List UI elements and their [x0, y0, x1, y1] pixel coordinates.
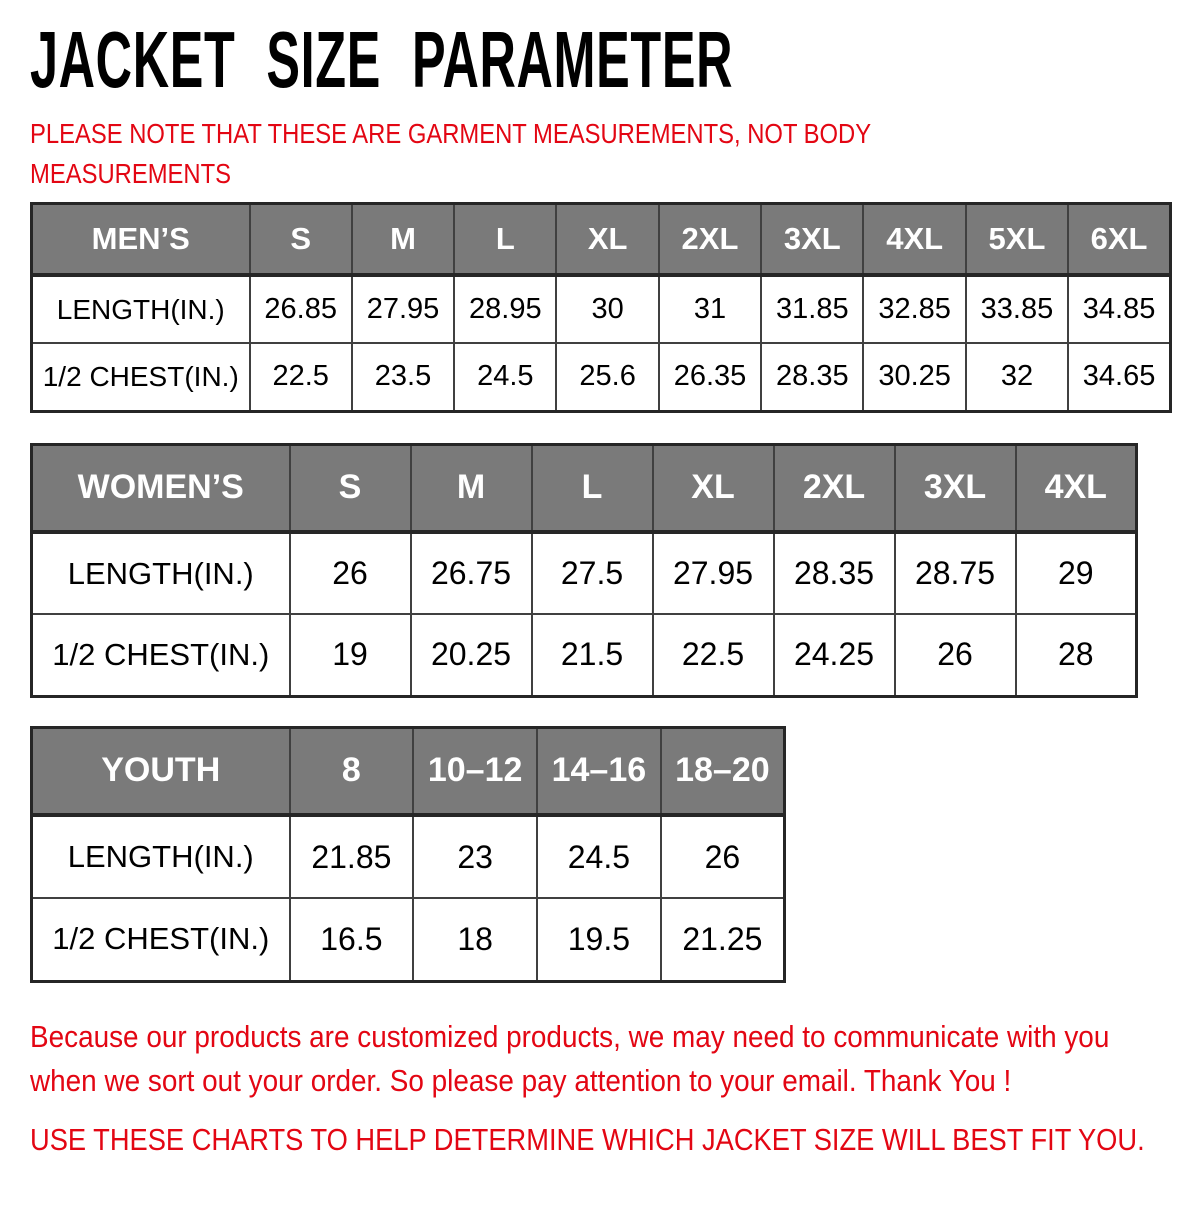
mens-length-row: LENGTH(IN.) 26.85 27.95 28.95 30 31 31.8…: [30, 274, 1172, 344]
womens-size-table: WOMEN’S S M L XL 2XL 3XL 4XL LENGTH(IN.)…: [30, 442, 1138, 698]
womens-size-header: S: [288, 443, 412, 534]
value-cell: 20.25: [409, 613, 533, 697]
mens-size-header: S: [248, 202, 353, 277]
womens-length-row: LENGTH(IN.) 26 26.75 27.5 27.95 28.35 28…: [30, 531, 1138, 615]
row-label-cell: LENGTH(IN.): [30, 814, 291, 899]
value-cell: 28: [1014, 613, 1138, 697]
value-cell: 26: [288, 531, 412, 615]
mens-size-header: 6XL: [1067, 202, 1172, 277]
value-cell: 34.65: [1067, 342, 1172, 412]
youth-size-header: 18–20: [659, 726, 786, 817]
value-cell: 22.5: [248, 342, 353, 412]
womens-header-row: WOMEN’S S M L XL 2XL 3XL 4XL: [30, 443, 1138, 534]
value-cell: 28.75: [893, 531, 1017, 615]
row-label-cell: LENGTH(IN.): [30, 274, 251, 344]
value-cell: 29: [1014, 531, 1138, 615]
value-cell: 26: [659, 814, 786, 899]
mens-size-header: 2XL: [657, 202, 763, 277]
row-label-cell: 1/2 CHEST(IN.): [30, 613, 291, 697]
youth-header-row: YOUTH 8 10–12 14–16 18–20: [30, 726, 786, 817]
womens-size-header: L: [530, 443, 654, 534]
value-cell: 22.5: [651, 613, 775, 697]
womens-size-header: M: [409, 443, 533, 534]
value-cell: 32: [964, 342, 1070, 412]
value-cell: 30.25: [862, 342, 967, 412]
chart-usage-note: USE THESE CHARTS TO HELP DETERMINE WHICH…: [30, 1122, 1145, 1158]
row-label-cell: 1/2 CHEST(IN.): [30, 897, 291, 982]
value-cell: 24.5: [536, 814, 662, 899]
mens-size-header: M: [350, 202, 456, 277]
garment-measurement-note: PLEASE NOTE THAT THESE ARE GARMENT MEASU…: [30, 118, 871, 189]
value-cell: 27.5: [530, 531, 654, 615]
value-cell: 27.95: [651, 531, 775, 615]
youth-table-name-cell: YOUTH: [30, 726, 291, 817]
youth-size-table: YOUTH 8 10–12 14–16 18–20 LENGTH(IN.) 21…: [30, 725, 786, 983]
value-cell: 26.35: [657, 342, 763, 412]
value-cell: 24.5: [453, 342, 558, 412]
youth-size-header: 10–12: [412, 726, 538, 817]
value-cell: 28.95: [453, 274, 558, 344]
value-cell: 21.85: [288, 814, 415, 899]
value-cell: 19.5: [536, 897, 662, 982]
value-cell: 27.95: [350, 274, 456, 344]
womens-size-header: 4XL: [1014, 443, 1138, 534]
mens-chest-row: 1/2 CHEST(IN.) 22.5 23.5 24.5 25.6 26.35…: [30, 342, 1172, 412]
row-label-cell: 1/2 CHEST(IN.): [30, 342, 251, 412]
womens-chest-row: 1/2 CHEST(IN.) 19 20.25 21.5 22.5 24.25 …: [30, 613, 1138, 697]
value-cell: 18: [412, 897, 538, 982]
value-cell: 34.85: [1067, 274, 1172, 344]
value-cell: 23.5: [350, 342, 456, 412]
mens-table-name-cell: MEN’S: [30, 202, 251, 277]
value-cell: 19: [288, 613, 412, 697]
value-cell: 26: [893, 613, 1017, 697]
youth-chest-row: 1/2 CHEST(IN.) 16.5 18 19.5 21.25: [30, 897, 786, 982]
value-cell: 21.25: [659, 897, 786, 982]
value-cell: 28.35: [760, 342, 865, 412]
womens-size-header: 3XL: [893, 443, 1017, 534]
value-cell: 26.75: [409, 531, 533, 615]
size-chart-page: JACKET SIZE PARAMETER PLEASE NOTE THAT T…: [0, 15, 1200, 1158]
value-cell: 21.5: [530, 613, 654, 697]
value-cell: 24.25: [772, 613, 896, 697]
value-cell: 30: [555, 274, 660, 344]
mens-size-table: MEN’S S M L XL 2XL 3XL 4XL 5XL 6XL LENGT…: [30, 201, 1172, 413]
mens-header-row: MEN’S S M L XL 2XL 3XL 4XL 5XL 6XL: [30, 202, 1172, 277]
value-cell: 26.85: [248, 274, 353, 344]
youth-size-header: 8: [288, 726, 415, 817]
value-cell: 23: [412, 814, 538, 899]
mens-size-header: 4XL: [862, 202, 967, 277]
customization-notice: Because our products are customized prod…: [30, 1018, 1110, 1099]
value-cell: 33.85: [964, 274, 1070, 344]
womens-size-header: XL: [651, 443, 775, 534]
mens-size-header: 3XL: [760, 202, 865, 277]
value-cell: 31.85: [760, 274, 865, 344]
womens-table-name-cell: WOMEN’S: [30, 443, 291, 534]
value-cell: 25.6: [555, 342, 660, 412]
row-label-cell: LENGTH(IN.): [30, 531, 291, 615]
youth-length-row: LENGTH(IN.) 21.85 23 24.5 26: [30, 814, 786, 899]
value-cell: 16.5: [288, 897, 415, 982]
value-cell: 31: [657, 274, 763, 344]
page-title: JACKET SIZE PARAMETER: [30, 15, 734, 104]
womens-size-header: 2XL: [772, 443, 896, 534]
mens-size-header: 5XL: [964, 202, 1070, 277]
youth-size-header: 14–16: [536, 726, 662, 817]
mens-size-header: XL: [555, 202, 660, 277]
value-cell: 28.35: [772, 531, 896, 615]
value-cell: 32.85: [862, 274, 967, 344]
mens-size-header: L: [453, 202, 558, 277]
